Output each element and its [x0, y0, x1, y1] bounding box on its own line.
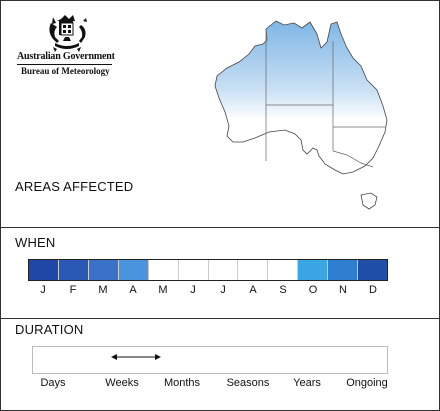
duration-scale-box	[32, 346, 388, 374]
month-cell	[178, 260, 209, 280]
month-cell	[268, 260, 299, 280]
duration-title: DURATION	[15, 322, 84, 337]
duration-scale-label: Days	[40, 377, 66, 389]
month-cell	[328, 260, 359, 280]
duration-scale-label: Ongoing	[346, 377, 388, 389]
month-label: A	[249, 284, 257, 296]
month-cell	[298, 260, 329, 280]
australia-mainland	[214, 20, 388, 175]
coat-of-arms-icon	[49, 15, 87, 52]
areas-affected-title: AREAS AFFECTED	[15, 179, 134, 194]
month-label: O	[308, 284, 318, 296]
duration-section: DURATION Days Weeks Months Seasons Years Ongo…	[1, 319, 439, 410]
duration-scale-label: Years	[293, 377, 321, 389]
month-cell	[118, 260, 149, 280]
month-label: J	[190, 284, 196, 296]
duration-scale-label: Seasons	[226, 377, 270, 389]
month-cell	[148, 260, 179, 280]
duration-scale-labels: Days Weeks Months Seasons Years Ongoing	[19, 377, 399, 393]
government-name: Australian Government	[17, 51, 115, 62]
month-label: S	[279, 284, 287, 296]
duration-scale-label: Months	[163, 377, 201, 389]
month-cell	[58, 260, 89, 280]
when-title: WHEN	[15, 235, 56, 250]
areas-affected-section: Australian Government Bureau of Meteorol…	[1, 1, 439, 228]
month-bar	[28, 259, 388, 281]
month-cell	[358, 260, 388, 280]
month-label: J	[40, 284, 46, 296]
double-arrow-icon	[111, 354, 161, 360]
month-label: D	[369, 284, 377, 296]
month-label: N	[339, 284, 347, 296]
month-label: J	[220, 284, 226, 296]
month-label: A	[129, 284, 137, 296]
duration-scale-label: Weeks	[105, 377, 139, 389]
australia-map	[214, 20, 388, 210]
month-cell	[88, 260, 119, 280]
month-label: M	[158, 284, 168, 296]
agency-name: Bureau of Meteorology	[21, 66, 110, 76]
logo-divider	[17, 64, 112, 65]
month-cell	[208, 260, 239, 280]
tasmania	[360, 192, 378, 210]
month-label: F	[69, 284, 77, 296]
bom-logo: Australian Government Bureau of Meteorol…	[17, 13, 127, 83]
month-cell	[238, 260, 269, 280]
month-cell	[29, 260, 59, 280]
when-section: WHEN J F M A M J J A S O N D	[1, 228, 439, 319]
month-label: M	[98, 284, 108, 296]
nsw-vic-border	[332, 150, 374, 168]
